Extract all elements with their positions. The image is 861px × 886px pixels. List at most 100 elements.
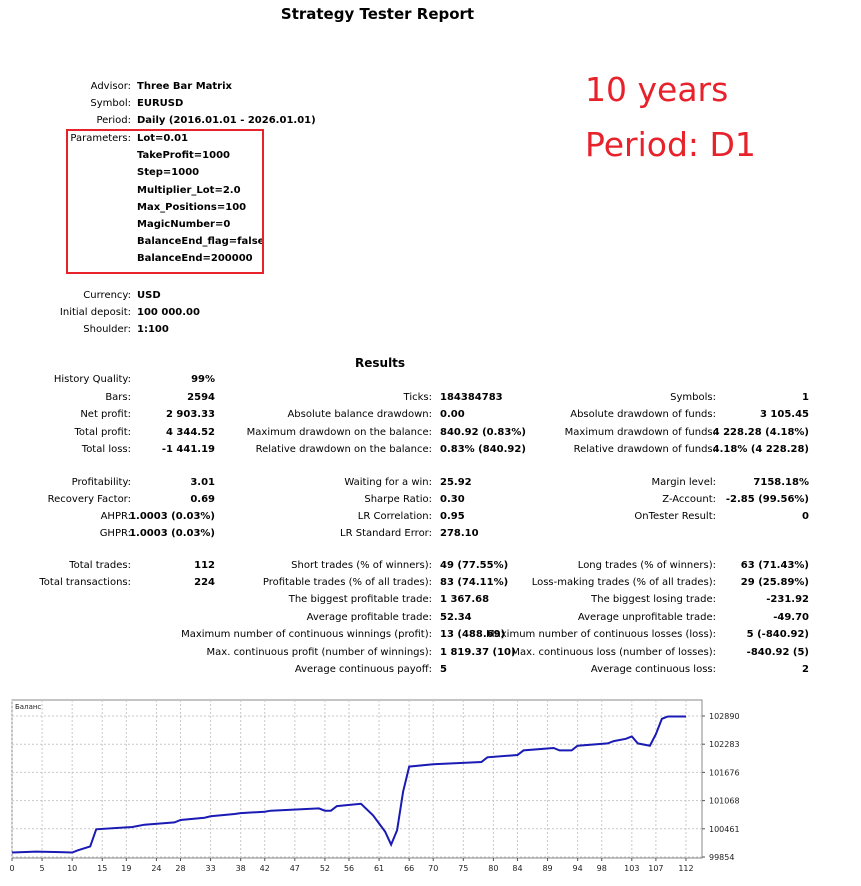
account-0-label: Currency:: [83, 290, 131, 301]
parameter-1-value: TakeProfit=1000: [137, 150, 230, 161]
chart-x-tick-label: 107: [648, 864, 663, 873]
parameter-0-label: Parameters:: [70, 133, 131, 144]
chart-x-tick-label: 80: [488, 864, 498, 873]
results-col1-value-8: 1.0003 (0.03%): [129, 528, 215, 539]
results-col1-label-4: Total loss:: [81, 444, 131, 455]
results-col2-label-1: Absolute balance drawdown:: [287, 409, 432, 420]
results-col3-value-2: 4 228.28 (4.18%): [712, 427, 809, 438]
results-col1-label-0: History Quality:: [53, 374, 131, 385]
chart-y-tick-label: 100461: [709, 825, 740, 834]
chart-plot-area: [11, 699, 703, 859]
results-col3-value-0: 1: [802, 392, 809, 403]
parameter-2-value: Step=1000: [137, 167, 200, 178]
chart-x-tick-label: 0: [9, 864, 14, 873]
results-col2-value-7: 278.10: [440, 528, 479, 539]
chart-x-tick-label: 42: [260, 864, 270, 873]
results-col1-label-10: Total transactions:: [39, 577, 131, 588]
header-1-label: Symbol:: [90, 98, 131, 109]
results-col3-value-13: 2: [802, 664, 809, 675]
chart-x-tick-label: 24: [151, 864, 161, 873]
results-col3-value-9: -231.92: [766, 594, 809, 605]
parameter-0-value: Lot=0.01: [137, 133, 189, 144]
results-col2-label-6: LR Correlation:: [357, 511, 432, 522]
account-1-value: 100 000.00: [137, 307, 200, 318]
results-col3-value-7: 63 (71.43%): [740, 560, 809, 571]
results-col3-label-4: Margin level:: [651, 477, 716, 488]
results-col2-value-0: 184384783: [440, 392, 503, 403]
report-title: Strategy Tester Report: [280, 5, 475, 23]
chart-title: Баланс: [15, 703, 41, 711]
results-col3-label-13: Average continuous loss:: [590, 664, 716, 675]
results-col1-value-10: 224: [194, 577, 215, 588]
results-col3-label-5: Z-Account:: [662, 494, 716, 505]
header-2-label: Period:: [96, 115, 131, 126]
results-col3-value-8: 29 (25.89%): [740, 577, 809, 588]
results-col1-value-9: 112: [194, 560, 215, 571]
results-col1-label-8: GHPR:: [99, 528, 131, 539]
chart-x-tick-label: 19: [121, 864, 131, 873]
chart-y-tick-label: 102283: [709, 740, 740, 749]
results-col1-value-4: -1 441.19: [161, 444, 215, 455]
results-col2-label-8: Short trades (% of winners):: [291, 560, 432, 571]
results-col2-label-11: Average profitable trade:: [306, 612, 432, 623]
parameter-6-value: BalanceEnd_flag=false: [137, 236, 265, 247]
chart-x-tick-label: 75: [458, 864, 468, 873]
results-col3-value-3: 4.18% (4 228.28): [712, 444, 809, 455]
results-col2-label-3: Relative drawdown on the balance:: [255, 444, 432, 455]
results-col2-label-10: The biggest profitable trade:: [288, 594, 432, 605]
chart-x-tick-label: 61: [374, 864, 384, 873]
results-col2-value-8: 49 (77.55%): [440, 560, 509, 571]
header-0-value: Three Bar Matrix: [137, 81, 232, 92]
chart-y-tick-label: 101068: [709, 797, 740, 806]
results-col2-value-2: 840.92 (0.83%): [440, 427, 526, 438]
results-col2-value-12: 13 (488.69): [440, 629, 506, 640]
chart-x-tick-label: 112: [678, 864, 693, 873]
results-col3-label-7: Long trades (% of winners):: [577, 560, 716, 571]
results-col3-label-12: Max. continuous loss (number of losses):: [511, 647, 716, 658]
results-col1-label-1: Bars:: [105, 392, 131, 403]
parameter-7-value: BalanceEnd=200000: [137, 253, 253, 264]
chart-x-tick-label: 47: [290, 864, 300, 873]
results-col3-label-9: The biggest losing trade:: [591, 594, 716, 605]
parameter-4-value: Max_Positions=100: [137, 202, 247, 213]
results-col1-value-0: 99%: [191, 374, 215, 385]
annotation-years: 10 years: [585, 70, 729, 109]
results-col3-label-1: Absolute drawdown of funds:: [570, 409, 716, 420]
chart-x-tick-label: 89: [542, 864, 552, 873]
results-col3-label-0: Symbols:: [670, 392, 716, 403]
results-col3-value-10: -49.70: [773, 612, 809, 623]
chart-y-tick-label: 101676: [709, 768, 740, 777]
results-col3-value-4: 7158.18%: [753, 477, 809, 488]
results-col2-value-3: 0.83% (840.92): [440, 444, 526, 455]
results-col1-label-9: Total trades:: [69, 560, 131, 571]
results-col2-value-5: 0.30: [440, 494, 465, 505]
results-col2-value-9: 83 (74.11%): [440, 577, 509, 588]
results-col2-label-9: Profitable trades (% of all trades):: [262, 577, 432, 588]
header-0-label: Advisor:: [90, 81, 131, 92]
results-col3-label-11: Maximum number of continuous losses (los…: [486, 629, 716, 640]
results-col1-value-6: 0.69: [190, 494, 215, 505]
results-heading: Results: [355, 356, 406, 370]
chart-x-tick-label: 70: [428, 864, 438, 873]
results-col3-label-8: Loss-making trades (% of all trades):: [531, 577, 716, 588]
results-col3-value-6: 0: [802, 511, 809, 522]
chart-y-tick-label: 99854: [709, 853, 734, 862]
results-col2-label-12: Maximum number of continuous winnings (p…: [181, 629, 432, 640]
results-col2-value-6: 0.95: [440, 511, 465, 522]
results-col3-value-1: 3 105.45: [759, 409, 809, 420]
results-col1-label-3: Total profit:: [74, 427, 131, 438]
results-col2-label-7: LR Standard Error:: [340, 528, 432, 539]
annotation-period: Period: D1: [585, 125, 756, 164]
results-col2-value-13: 1 819.37 (10): [440, 647, 516, 658]
results-col3-value-11: 5 (-840.92): [746, 629, 809, 640]
results-col3-label-10: Average unprofitable trade:: [577, 612, 716, 623]
results-col1-label-7: AHPR:: [100, 511, 131, 522]
parameters-highlight-box: [66, 129, 264, 274]
results-col2-label-14: Average continuous payoff:: [294, 664, 432, 675]
chart-x-tick-label: 98: [597, 864, 607, 873]
results-col3-value-5: -2.85 (99.56%): [725, 494, 809, 505]
results-col1-value-3: 4 344.52: [165, 427, 215, 438]
header-2-value: Daily (2016.01.01 - 2026.01.01): [137, 115, 316, 126]
results-col3-value-12: -840.92 (5): [746, 647, 809, 658]
balance-chart: 0 5 10 15 19 24 28 33 38 42 47 52 56 61 66 70 75 80 84 89 94…: [9, 699, 740, 873]
